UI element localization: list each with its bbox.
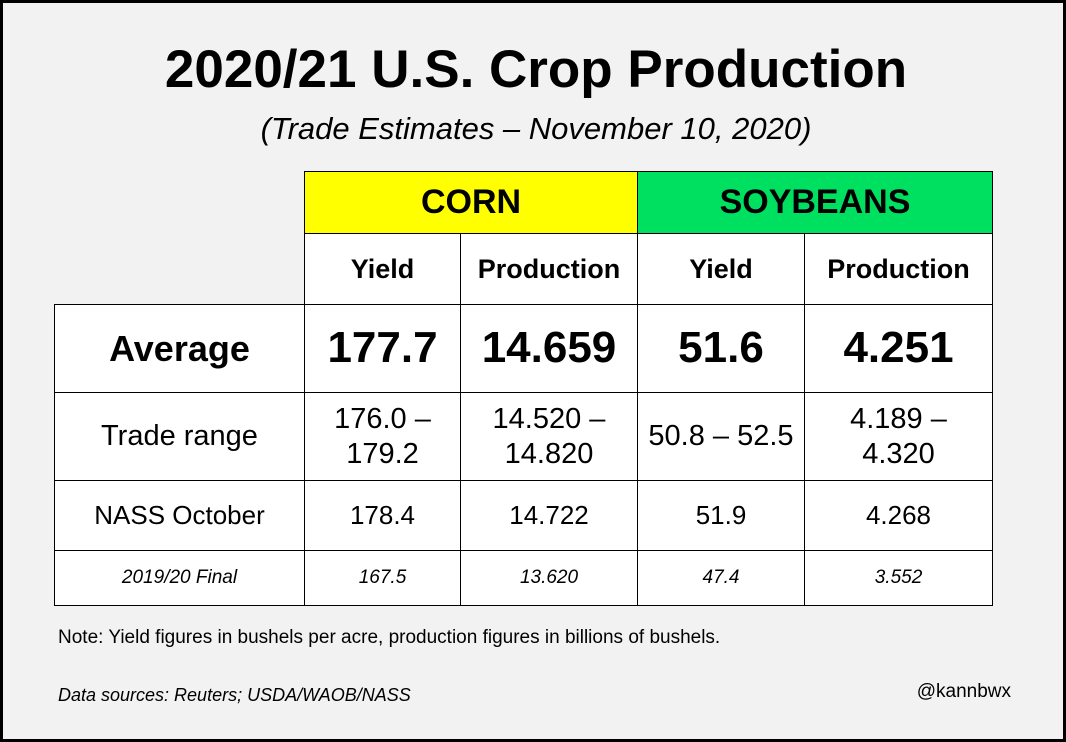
group-header-soybeans: SOYBEANS (637, 171, 993, 234)
cell-range-soybeans-yield: 50.8 – 52.5 (637, 392, 805, 481)
cell-nass-soybeans-yield: 51.9 (637, 480, 805, 551)
cell-average-corn-yield: 177.7 (304, 304, 461, 393)
column-header-corn-production: Production (460, 233, 638, 305)
data-sources: Data sources: Reuters; USDA/WAOB/NASS (58, 685, 411, 705)
cell-nass-soybeans-production: 4.268 (804, 480, 993, 551)
column-header-corn-yield: Yield (304, 233, 461, 305)
cell-final-corn-production: 13.620 (460, 550, 638, 606)
author-handle: @kannbwx (916, 681, 1011, 702)
cell-final-soybeans-yield: 47.4 (637, 550, 805, 606)
group-header-corn: CORN (304, 171, 638, 234)
cell-average-corn-production: 14.659 (460, 304, 638, 393)
chart-title: 2020/21 U.S. Crop Production (164, 40, 908, 99)
column-header-soybeans-production: Production (804, 233, 993, 305)
row-label-2019-20-final: 2019/20 Final (54, 550, 305, 606)
cell-final-corn-yield: 167.5 (304, 550, 461, 606)
cell-average-soybeans-yield: 51.6 (637, 304, 805, 393)
chart-subtitle: (Trade Estimates – November 10, 2020) (260, 111, 812, 146)
column-header-soybeans-yield: Yield (637, 233, 805, 305)
footnote: Note: Yield figures in bushels per acre,… (58, 627, 721, 648)
cell-range-corn-production: 14.520 – 14.820 (460, 392, 638, 481)
row-label-nass-october: NASS October (54, 480, 305, 551)
row-label-average: Average (54, 304, 305, 393)
row-label-trade-range: Trade range (54, 392, 305, 481)
cell-range-soybeans-production: 4.189 – 4.320 (804, 392, 993, 481)
cell-range-corn-yield: 176.0 – 179.2 (304, 392, 461, 481)
cell-final-soybeans-production: 3.552 (804, 550, 993, 606)
cell-nass-corn-yield: 178.4 (304, 480, 461, 551)
cell-nass-corn-production: 14.722 (460, 480, 638, 551)
cell-average-soybeans-production: 4.251 (804, 304, 993, 393)
